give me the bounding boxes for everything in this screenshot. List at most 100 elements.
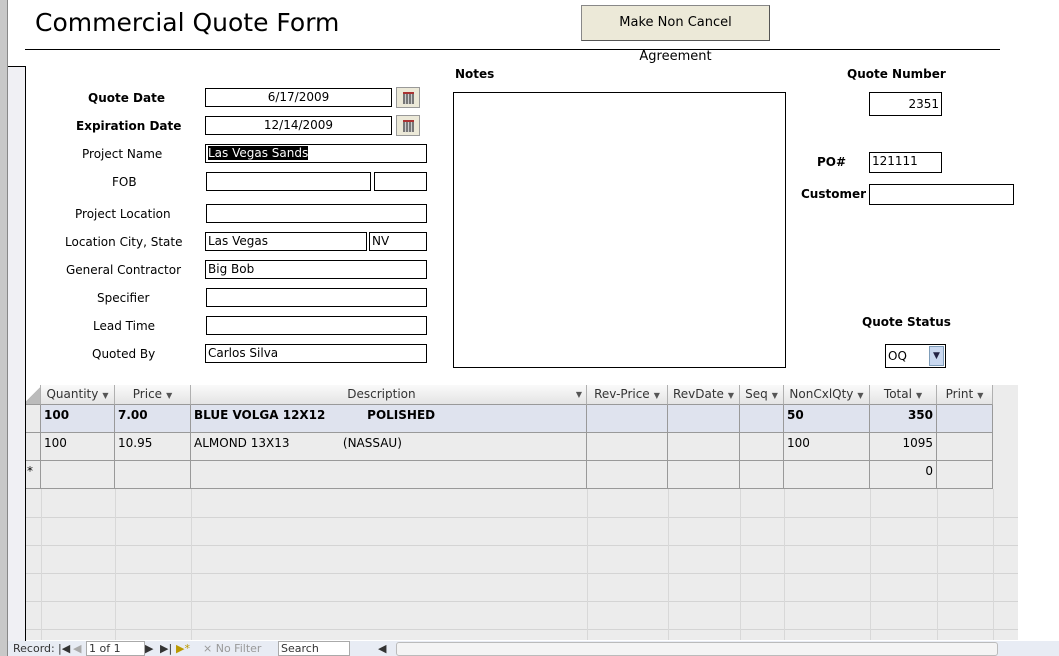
column-header-rev-price[interactable]: Rev-Price ▼ — [587, 385, 668, 405]
expiration-date-field[interactable]: 12/14/2009 — [205, 116, 392, 135]
quote-number-label: Quote Number — [847, 67, 946, 81]
project-location-field[interactable] — [206, 204, 427, 223]
cell-seq[interactable] — [740, 405, 784, 433]
lead-time-field[interactable] — [206, 316, 427, 335]
specifier-field[interactable] — [206, 288, 427, 307]
empty-grid-line — [26, 517, 1018, 518]
fob-field-2[interactable] — [374, 172, 427, 191]
empty-grid-column-line — [870, 489, 871, 640]
search-input[interactable]: Search — [278, 641, 350, 656]
cell-noncxlqty[interactable]: 50 — [784, 405, 870, 433]
general-contractor-field[interactable]: Big Bob — [205, 260, 427, 279]
cell-price[interactable]: 10.95 — [115, 433, 191, 461]
form-record-selector[interactable] — [8, 66, 26, 642]
row-selector[interactable] — [26, 405, 41, 433]
cell-quantity[interactable] — [41, 461, 115, 489]
no-filter-button[interactable]: ⨯ No Filter — [203, 641, 261, 656]
po-field[interactable]: 121111 — [869, 152, 942, 173]
fob-field[interactable] — [206, 172, 371, 191]
row-selector[interactable]: * — [26, 461, 41, 489]
chevron-down-icon[interactable]: ▼ — [929, 346, 944, 366]
column-header-noncxlqty[interactable]: NonCxlQty ▼ — [784, 385, 870, 405]
cell-print[interactable] — [937, 461, 993, 489]
cell-price[interactable]: 7.00 — [115, 405, 191, 433]
first-record-button[interactable]: |◀ — [58, 642, 71, 655]
empty-grid-column-line — [115, 489, 116, 640]
lead-time-label: Lead Time — [93, 319, 156, 333]
make-non-cancel-agreement-button[interactable]: Make Non Cancel Agreement — [581, 5, 770, 64]
new-record-button[interactable]: ▶* — [176, 642, 190, 655]
quote-date-calendar-button[interactable] — [396, 87, 420, 108]
empty-grid-column-line — [784, 489, 785, 640]
cell-noncxlqty[interactable] — [784, 461, 870, 489]
cell-price[interactable] — [115, 461, 191, 489]
cell-revdate[interactable] — [668, 433, 740, 461]
cell-description[interactable]: ALMOND 13X13 (NASSAU) — [191, 433, 587, 461]
column-header-quantity[interactable]: Quantity ▼ — [41, 385, 115, 405]
next-record-button[interactable]: ▶ — [145, 642, 154, 655]
project-location-label: Project Location — [75, 207, 171, 221]
cell-quantity[interactable]: 100 — [41, 405, 115, 433]
column-header-revdate[interactable]: RevDate ▼ — [668, 385, 740, 405]
location-city-state-label: Location City, State — [65, 235, 183, 249]
cell-print[interactable] — [937, 433, 993, 461]
column-header-label: Price — [132, 387, 163, 401]
cell-quantity[interactable]: 100 — [41, 433, 115, 461]
empty-grid-column-line — [668, 489, 669, 640]
empty-grid-line — [26, 545, 1018, 546]
empty-grid-column-line — [993, 489, 994, 640]
column-header-total[interactable]: Total ▼ — [870, 385, 937, 405]
cell-description[interactable] — [191, 461, 587, 489]
notes-field[interactable] — [453, 92, 786, 368]
project-name-field[interactable]: Las Vegas Sands — [205, 144, 427, 163]
column-header-label: Total — [883, 387, 912, 401]
cell-revdate[interactable] — [668, 461, 740, 489]
cell-total[interactable]: 1095 — [870, 433, 937, 461]
column-header-label: Seq — [745, 387, 768, 401]
cell-noncxlqty[interactable]: 100 — [784, 433, 870, 461]
no-filter-label: No Filter — [215, 642, 262, 655]
empty-grid-column-line — [587, 489, 588, 640]
quote-status-select[interactable]: OQ ▼ — [885, 344, 946, 368]
title-divider — [25, 49, 1000, 50]
row-selector[interactable] — [26, 433, 41, 461]
record-position-input[interactable]: 1 of 1 — [86, 641, 145, 656]
record-label: Record: — [13, 642, 55, 655]
location-city-field[interactable]: Las Vegas — [205, 232, 367, 251]
expiration-date-calendar-button[interactable] — [396, 115, 420, 136]
previous-record-button[interactable]: ◀ — [73, 642, 82, 655]
cell-revdate[interactable] — [668, 405, 740, 433]
cell-print[interactable] — [937, 405, 993, 433]
horizontal-scrollbar[interactable] — [396, 642, 998, 656]
column-header-seq[interactable]: Seq ▼ — [740, 385, 784, 405]
cell-seq[interactable] — [740, 433, 784, 461]
quoted-by-field[interactable]: Carlos Silva — [205, 344, 427, 363]
location-state-field[interactable]: NV — [369, 232, 427, 251]
new-row-marker: * — [27, 464, 33, 478]
last-record-button[interactable]: ▶| — [160, 642, 173, 655]
project-name-value: Las Vegas Sands — [208, 146, 309, 160]
scroll-left-button[interactable]: ◀ — [378, 642, 387, 655]
window-left-border — [0, 0, 8, 656]
cell-rev-price[interactable] — [587, 461, 668, 489]
column-header-print[interactable]: Print ▼ — [937, 385, 993, 405]
cell-rev-price[interactable] — [587, 405, 668, 433]
column-header-description[interactable]: Description ▼ — [191, 385, 587, 405]
select-all-corner[interactable] — [26, 385, 41, 405]
cell-description[interactable]: BLUE VOLGA 12X12 POLISHED — [191, 405, 587, 433]
cell-seq[interactable] — [740, 461, 784, 489]
quote-date-label: Quote Date — [88, 91, 165, 105]
customer-field[interactable] — [869, 184, 1014, 205]
cell-total[interactable]: 350 — [870, 405, 937, 433]
customer-label: Customer — [801, 187, 867, 201]
column-header-price[interactable]: Price ▼ — [115, 385, 191, 405]
empty-grid-column-line — [191, 489, 192, 640]
quote-number-field[interactable]: 2351 — [869, 92, 942, 116]
column-header-label: Print — [945, 387, 974, 401]
project-name-label: Project Name — [82, 147, 163, 161]
cell-rev-price[interactable] — [587, 433, 668, 461]
notes-label: Notes — [455, 67, 495, 81]
quote-date-field[interactable]: 6/17/2009 — [205, 88, 392, 107]
calendar-icon — [402, 119, 414, 132]
cell-total[interactable]: 0 — [870, 461, 937, 489]
